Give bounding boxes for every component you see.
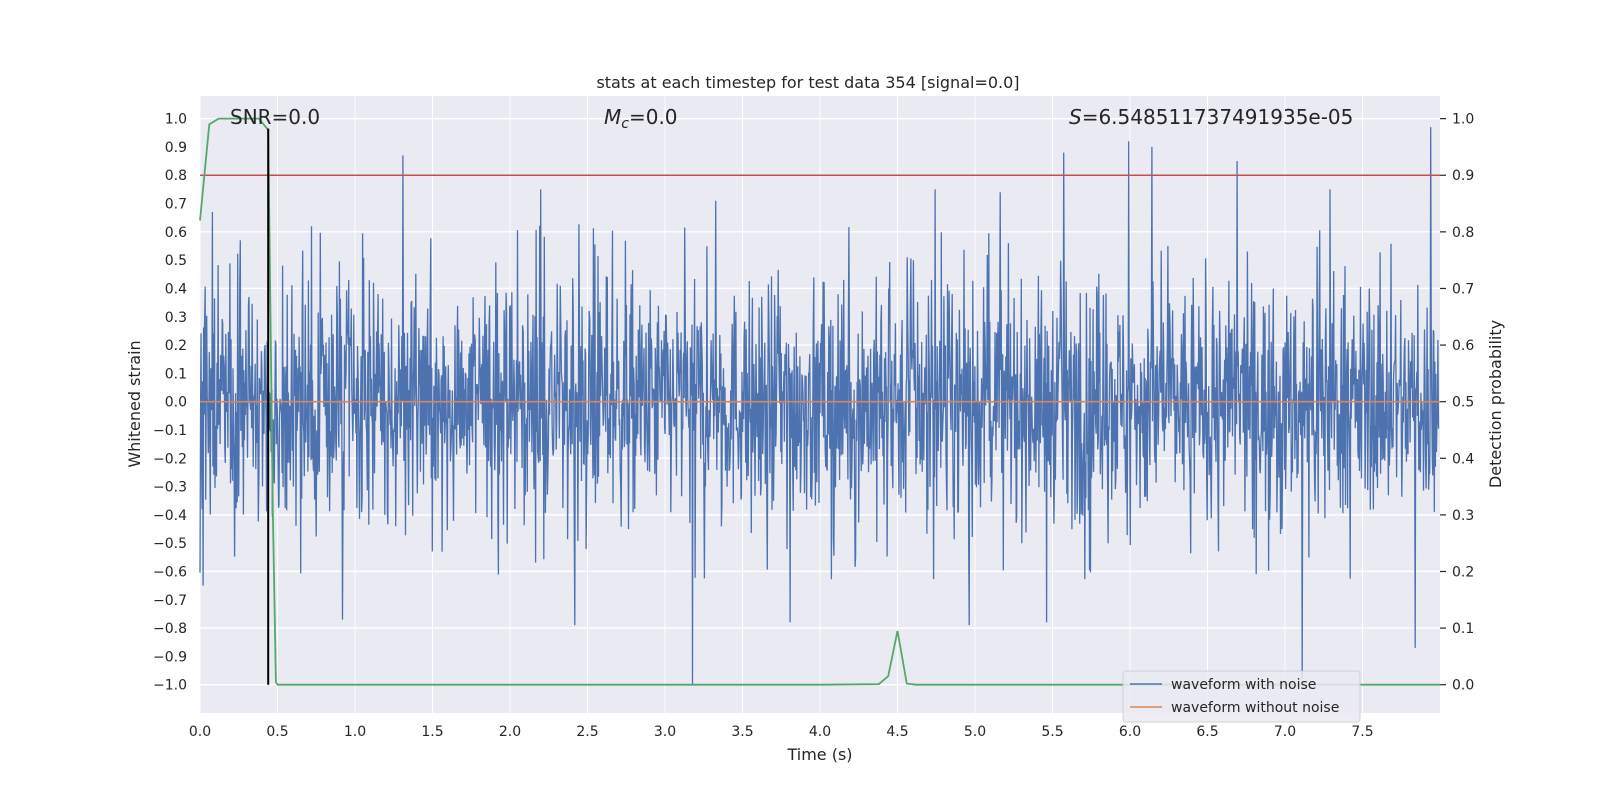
chirp-mass-annotation: Mc=0.0 xyxy=(604,105,678,132)
x-tick-label: 5.5 xyxy=(1041,724,1063,740)
x-tick-label: 2.5 xyxy=(576,724,598,740)
y2-tick-label: 1.0 xyxy=(1452,112,1474,128)
legend-box xyxy=(1122,670,1361,723)
x-tick-label: 0.5 xyxy=(266,724,288,740)
y2-axis-label: Detection probability xyxy=(1486,320,1505,488)
y-tick-label: −0.1 xyxy=(153,423,187,439)
y-tick-label: 0.3 xyxy=(165,310,187,326)
x-tick-label: 0.0 xyxy=(189,724,211,740)
y-tick-label: 0.2 xyxy=(165,338,187,354)
y-tick-label: 0.1 xyxy=(165,366,187,382)
x-tick-label: 3.0 xyxy=(654,724,676,740)
y-tick-label: 0.8 xyxy=(165,168,187,184)
waveform-with-noise-trace xyxy=(199,127,1440,685)
detection-probability-line xyxy=(199,117,1440,686)
y-tick-label: −0.2 xyxy=(153,451,187,467)
legend: waveform with noise waveform without noi… xyxy=(1122,670,1361,723)
y-tick-label: −0.5 xyxy=(153,536,187,552)
x-tick-label: 3.5 xyxy=(731,724,753,740)
y2-tick-label: 0.0 xyxy=(1452,678,1474,694)
y-axis-label: Whitened strain xyxy=(125,340,144,467)
x-axis-ticks: 0.0 0.5 1.0 1.5 2.0 2.5 3.0 3.5 4.0 4.5 5.0 5.5 6.0 6… xyxy=(189,724,1374,740)
y2-tick-label: 0.4 xyxy=(1452,451,1474,467)
x-tick-label: 7.5 xyxy=(1351,724,1373,740)
y-axis-ticks: 1.0 0.9 0.8 0.7 0.6 0.5 0.4 0.3 0.2 0.1 0.0 −0.1 −0.… xyxy=(153,112,187,694)
y2-tick-label: 0.9 xyxy=(1452,168,1474,184)
x-tick-label: 6.5 xyxy=(1196,724,1218,740)
x-tick-label: 1.0 xyxy=(344,724,366,740)
y-tick-label: 0.0 xyxy=(165,395,187,411)
y-tick-label: −0.4 xyxy=(153,508,187,524)
x-tick-label: 5.0 xyxy=(964,724,986,740)
y-tick-label: 1.0 xyxy=(165,112,187,128)
legend-label-noise: waveform with noise xyxy=(1171,677,1316,693)
s-annotation: S=6.548511737491935e-05 xyxy=(1069,105,1353,129)
y-tick-label: 0.5 xyxy=(165,253,187,269)
y-tick-label: 0.9 xyxy=(165,140,187,156)
y2-tick-label: 0.1 xyxy=(1452,621,1474,637)
x-tick-label: 6.0 xyxy=(1119,724,1141,740)
y2-tick-label: 0.8 xyxy=(1452,225,1474,241)
y2-tick-label: 0.7 xyxy=(1452,281,1474,297)
legend-label-clean: waveform without noise xyxy=(1171,700,1339,716)
x-tick-label: 1.5 xyxy=(421,724,443,740)
x-tick-label: 4.0 xyxy=(809,724,831,740)
y-tick-label: 0.6 xyxy=(165,225,187,241)
y-tick-label: −0.3 xyxy=(153,480,187,496)
x-tick-label: 7.0 xyxy=(1274,724,1296,740)
y2-tick-label: 0.6 xyxy=(1452,338,1474,354)
x-axis-label: Time (s) xyxy=(786,745,852,764)
x-tick-label: 4.5 xyxy=(886,724,908,740)
y-tick-label: −0.6 xyxy=(153,564,187,580)
x-tick-label: 2.0 xyxy=(499,724,521,740)
chart-title: stats at each timestep for test data 354… xyxy=(596,73,1019,92)
y2-axis-ticks: 1.0 0.9 0.8 0.7 0.6 0.5 0.4 0.3 0.2 0.1 0.0 xyxy=(1440,112,1474,694)
y-tick-label: 0.7 xyxy=(165,197,187,213)
noise-path xyxy=(199,127,1440,685)
y-tick-label: 0.4 xyxy=(165,281,187,297)
y2-tick-label: 0.2 xyxy=(1452,564,1474,580)
y-tick-label: −0.9 xyxy=(153,649,187,665)
y2-tick-label: 0.3 xyxy=(1452,508,1474,524)
y-tick-label: −0.8 xyxy=(153,621,187,637)
y2-tick-label: 0.5 xyxy=(1452,395,1474,411)
y-tick-label: −0.7 xyxy=(153,593,187,609)
y-tick-label: −1.0 xyxy=(153,678,187,694)
snr-annotation: SNR=0.0 xyxy=(230,105,320,129)
